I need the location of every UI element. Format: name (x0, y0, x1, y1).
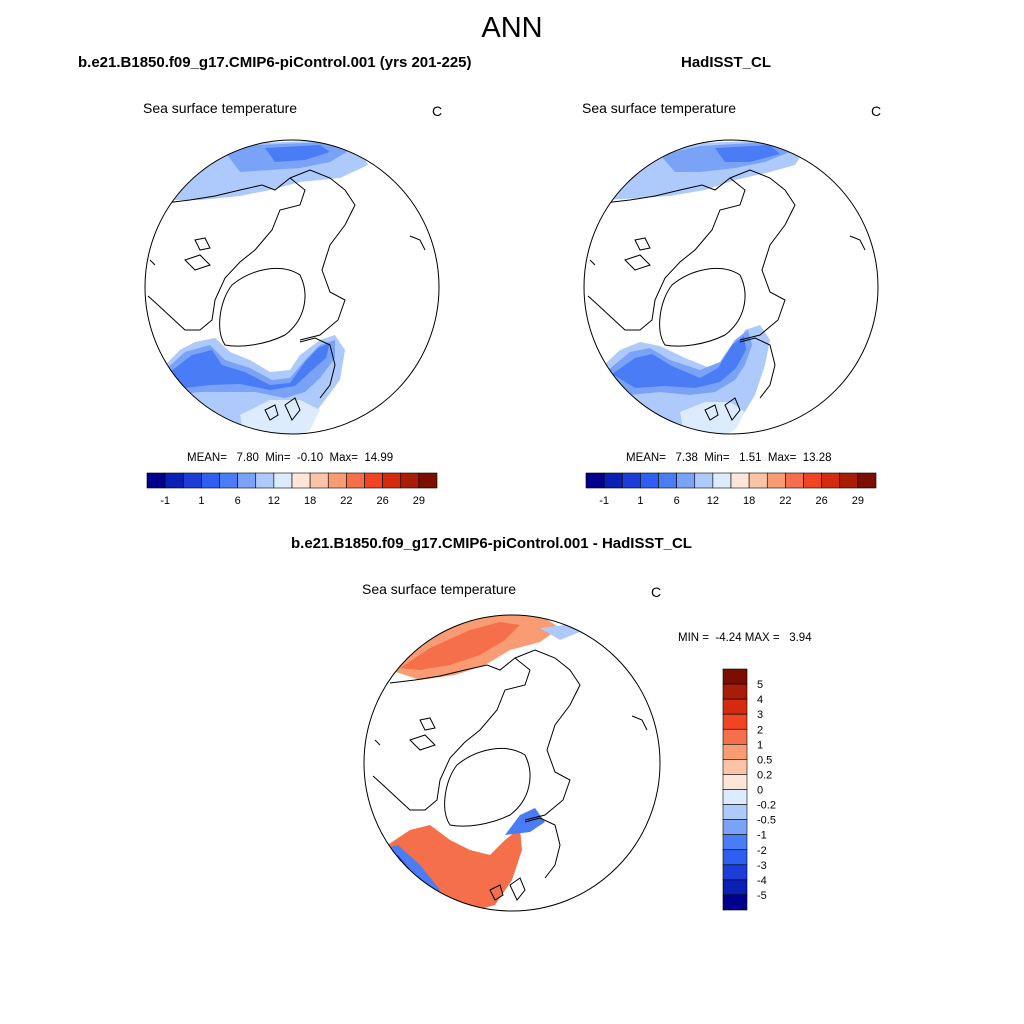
diff-colorbar-swatch (722, 894, 748, 911)
obs-stats: MEAN= 7.38 Min= 1.51 Max= 13.28 (626, 452, 832, 464)
diff-stats: MIN = -4.24 MAX = 3.94 (678, 632, 812, 644)
diff-colorbar-swatch (722, 759, 748, 775)
obs-colorbar-swatch (658, 472, 677, 489)
obs-map (583, 139, 879, 435)
model-colorbar-swatch (146, 472, 166, 489)
model-colorbar-swatch (255, 472, 275, 489)
obs-colorbar-swatch (712, 472, 732, 489)
diff-colorbar-swatch (722, 728, 748, 745)
obs-colorbar-swatch (785, 472, 804, 489)
model-colorbar-swatch (309, 472, 329, 489)
diff-colorbar-swatch (722, 668, 748, 685)
model-colorbar-swatch (364, 472, 383, 489)
obs-colorbar-swatch (803, 472, 822, 489)
diff-map (363, 614, 661, 912)
diff-colorbar-tick-label: -3 (757, 860, 767, 872)
model-colorbar: -1 1 6 12 18 22 26 29 (146, 472, 438, 507)
diff-colorbar: 5 4 3 2 1 0.5 0.2 0 -0.2 -0.5 -1 -2 -3 -4 -5 (722, 668, 776, 911)
model-colorbar-swatch (346, 472, 365, 489)
obs-colorbar-tick-label: 22 (779, 495, 791, 507)
model-colorbar-swatch (164, 472, 184, 489)
diff-colorbar-tick-label: -2 (757, 845, 767, 857)
diff-colorbar-swatch (722, 744, 748, 760)
obs-colorbar-tick-label: -1 (599, 495, 609, 507)
diff-colorbar-swatch (722, 789, 748, 805)
model-colorbar-tick-label: 29 (413, 495, 425, 507)
diff-colorbar-tick-label: 0 (757, 785, 763, 797)
obs-colorbar-swatch (603, 472, 623, 489)
diff-colorbar-tick-label: 0.5 (757, 754, 772, 766)
diff-colorbar-swatch (722, 879, 748, 896)
model-colorbar-swatch (327, 472, 347, 489)
diff-colorbar-tick-label: 5 (757, 679, 763, 691)
model-stats: MEAN= 7.80 Min= -0.10 Max= 14.99 (187, 452, 394, 464)
model-colorbar-tick-label: 6 (235, 495, 241, 507)
model-variable-label: Sea surface temperature (143, 100, 298, 116)
obs-colorbar-tick-label: 26 (816, 495, 828, 507)
diff-colorbar-swatch (722, 698, 748, 715)
obs-colorbar-tick-label: 1 (637, 495, 643, 507)
model-units-label: C (432, 103, 443, 119)
diff-colorbar-swatch (722, 774, 748, 790)
obs-colorbar-swatch (694, 472, 714, 489)
model-colorbar-tick-label: 22 (340, 495, 352, 507)
model-colorbar-swatch (219, 472, 238, 489)
diff-colorbar-tick-label: -1 (757, 830, 767, 842)
model-colorbar-tick-label: -1 (160, 495, 170, 507)
diff-colorbar-tick-label: 3 (757, 709, 763, 721)
diff-colorbar-tick-label: -4 (757, 875, 767, 887)
obs-colorbar-tick-label: 6 (674, 495, 680, 507)
diff-colorbar-swatch (722, 804, 748, 820)
model-colorbar-tick-label: 26 (377, 495, 389, 507)
diff-colorbar-swatch (722, 834, 748, 851)
model-colorbar-swatch (400, 472, 420, 489)
obs-colorbar-tick-label: 29 (852, 495, 864, 507)
obs-colorbar-swatch (585, 472, 605, 489)
model-map (144, 139, 440, 435)
diff-colorbar-tick-label: 0.2 (757, 769, 772, 781)
obs-colorbar-swatch (730, 472, 750, 489)
model-colorbar-swatch (291, 472, 311, 489)
obs-units-label: C (871, 103, 882, 119)
obs-variable-label: Sea surface temperature (582, 100, 737, 116)
main-title: ANN (481, 12, 543, 44)
obs-colorbar-tick-label: 18 (743, 495, 755, 507)
model-colorbar-swatch (418, 472, 438, 489)
model-colorbar-swatch (182, 472, 202, 489)
model-colorbar-swatch (382, 472, 402, 489)
model-colorbar-swatch (237, 472, 257, 489)
diff-panel-title: b.e21.B1850.f09_g17.CMIP6-piControl.001 … (291, 535, 692, 552)
obs-colorbar-swatch (857, 472, 877, 489)
diff-colorbar-tick-label: -5 (757, 890, 767, 902)
obs-colorbar: -1 1 6 12 18 22 26 29 (585, 472, 877, 507)
obs-colorbar-swatch (640, 472, 659, 489)
obs-colorbar-tick-label: 12 (707, 495, 719, 507)
diff-colorbar-swatch (722, 849, 748, 866)
obs-panel-title: HadISST_CL (681, 54, 772, 71)
model-colorbar-tick-label: 18 (304, 495, 316, 507)
diff-colorbar-swatch (722, 713, 748, 730)
diff-colorbar-swatch (722, 683, 748, 700)
model-colorbar-swatch (273, 472, 293, 489)
diff-colorbar-tick-label: 2 (757, 724, 763, 736)
diff-colorbar-tick-label: -0.2 (757, 800, 776, 812)
obs-colorbar-swatch (821, 472, 841, 489)
obs-colorbar-swatch (621, 472, 641, 489)
model-panel-title: b.e21.B1850.f09_g17.CMIP6-piControl.001 … (78, 54, 472, 71)
model-colorbar-tick-label: 1 (198, 495, 204, 507)
diff-colorbar-swatch (722, 864, 748, 881)
obs-colorbar-swatch (676, 472, 696, 489)
diff-colorbar-tick-label: 1 (757, 739, 763, 751)
diff-units-label: C (651, 584, 662, 600)
diff-colorbar-tick-label: -0.5 (757, 815, 776, 827)
model-colorbar-swatch (201, 472, 220, 489)
obs-colorbar-swatch (748, 472, 768, 489)
diff-colorbar-swatch (722, 819, 748, 835)
obs-colorbar-swatch (766, 472, 786, 489)
diff-variable-label: Sea surface temperature (362, 581, 517, 597)
obs-colorbar-swatch (839, 472, 859, 489)
diff-colorbar-tick-label: 4 (757, 694, 763, 706)
model-colorbar-tick-label: 12 (268, 495, 280, 507)
